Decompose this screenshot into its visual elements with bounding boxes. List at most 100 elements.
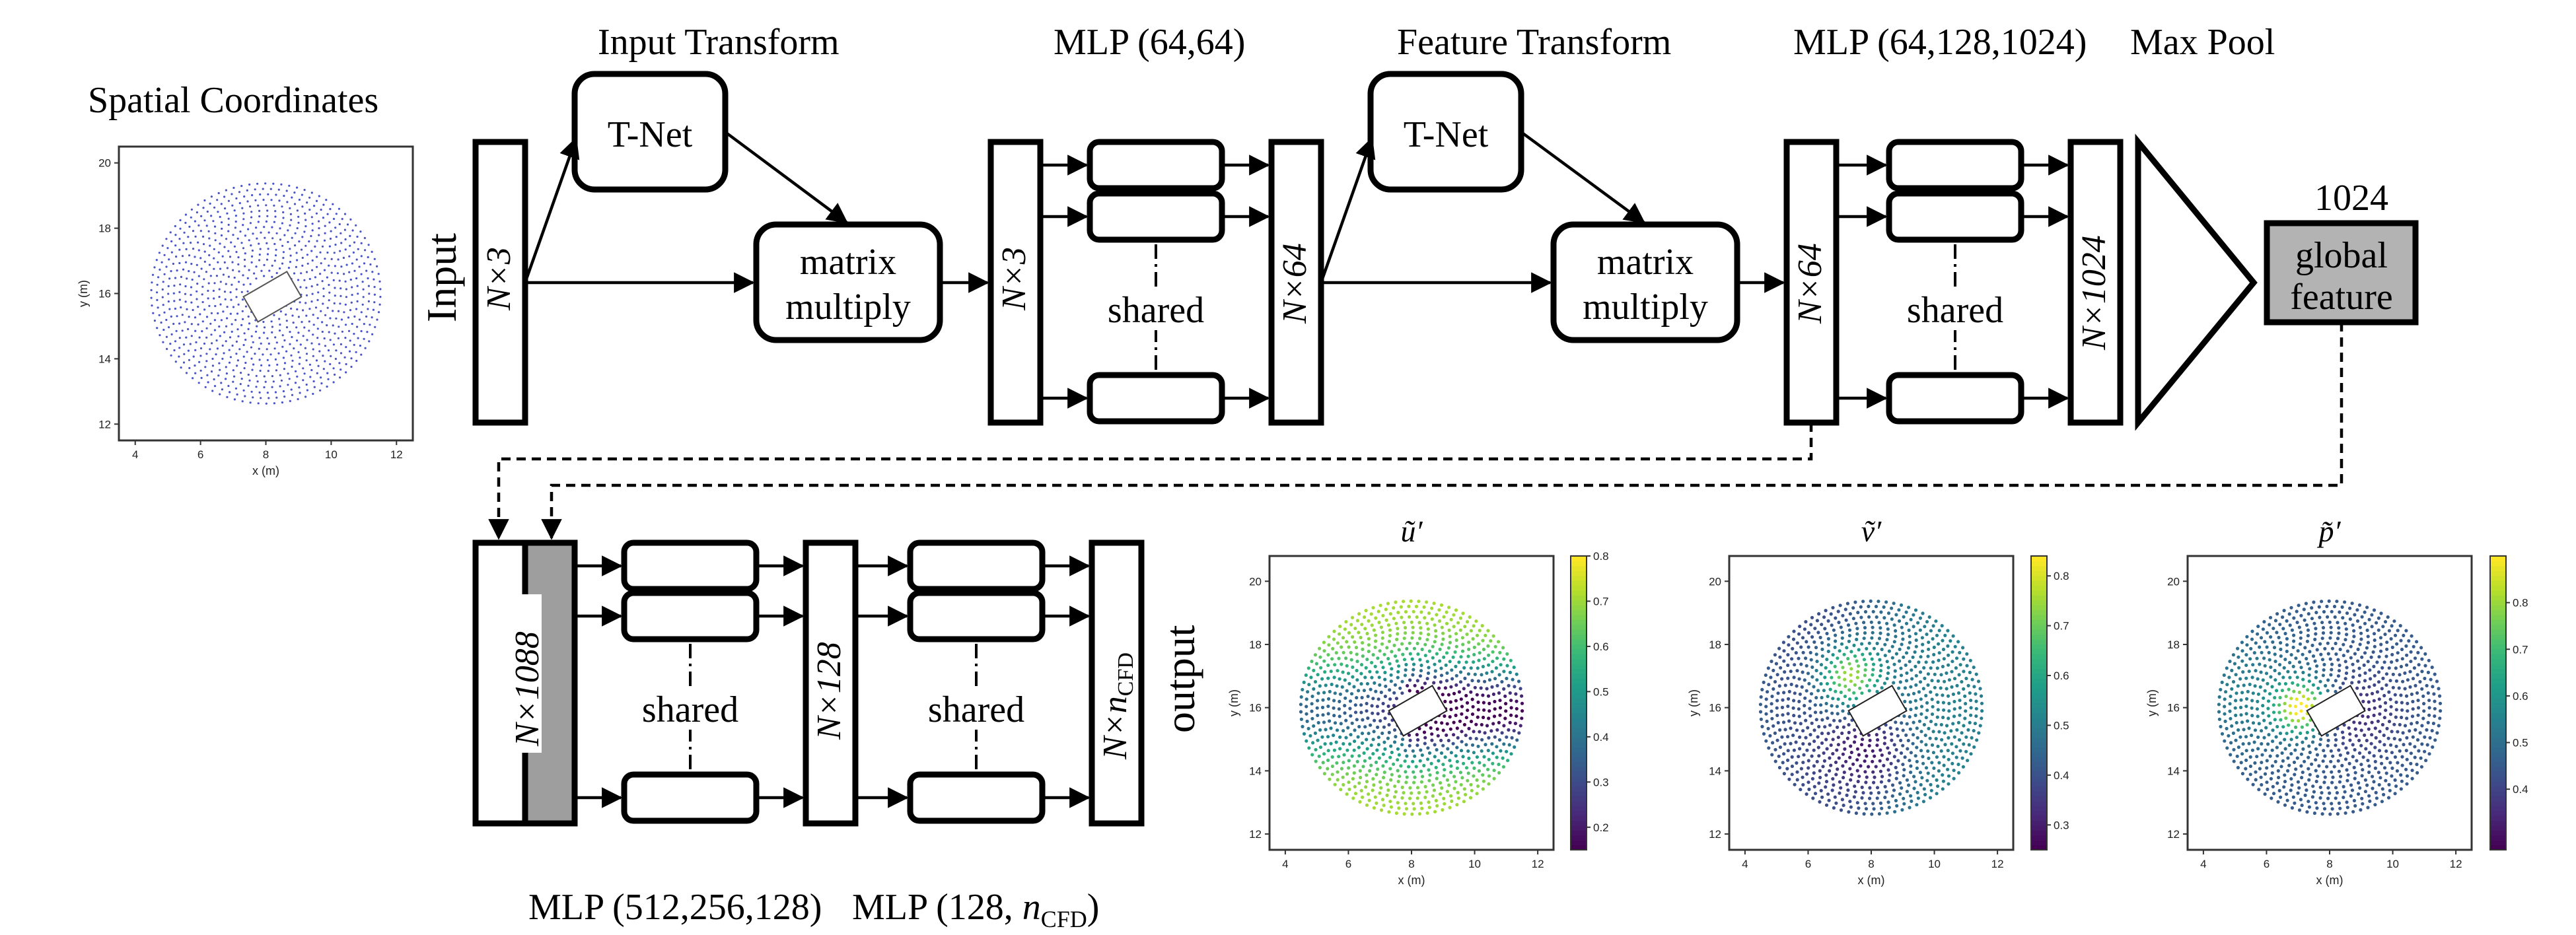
data-point xyxy=(1863,759,1867,763)
data-point xyxy=(1341,636,1345,640)
data-point xyxy=(207,381,209,384)
data-point xyxy=(1430,606,1434,610)
data-point xyxy=(1970,677,1974,681)
data-point xyxy=(2388,697,2392,701)
data-point xyxy=(2248,764,2252,769)
data-point xyxy=(1396,670,1400,674)
data-point xyxy=(2258,685,2262,689)
data-point xyxy=(2394,708,2398,712)
data-point xyxy=(255,277,258,280)
data-point xyxy=(1466,779,1470,782)
data-point xyxy=(1810,777,1814,780)
data-point xyxy=(1396,611,1400,615)
data-point xyxy=(1826,792,1830,796)
data-point xyxy=(333,252,336,254)
data-point xyxy=(1822,759,1826,763)
data-point xyxy=(2263,689,2267,693)
data-point xyxy=(1966,759,1970,763)
data-point xyxy=(2375,796,2379,800)
data-point xyxy=(1858,686,1862,690)
data-point xyxy=(1400,615,1404,619)
data-point xyxy=(2294,712,2298,716)
data-point xyxy=(302,367,304,370)
data-point xyxy=(1360,741,1365,745)
data-point xyxy=(1405,754,1409,758)
data-point xyxy=(2359,637,2363,641)
y-tick-label: 12 xyxy=(2167,828,2180,841)
data-point xyxy=(334,287,336,289)
data-point xyxy=(282,211,285,214)
data-point xyxy=(2395,658,2399,662)
data-point xyxy=(2373,638,2377,642)
data-point xyxy=(1402,637,1406,641)
data-point xyxy=(2222,673,2226,677)
data-point xyxy=(1465,620,1470,624)
data-point xyxy=(163,273,166,275)
data-point xyxy=(2393,792,2397,796)
data-point xyxy=(274,336,277,339)
x-tick-label: 10 xyxy=(2386,858,2399,870)
data-point xyxy=(368,340,371,343)
data-point xyxy=(334,265,336,267)
data-point xyxy=(2272,627,2275,631)
data-point xyxy=(1918,616,1922,620)
data-point xyxy=(1770,660,1773,664)
data-point xyxy=(316,256,318,258)
data-point xyxy=(1975,738,1979,742)
data-point xyxy=(1464,766,1469,770)
data-point xyxy=(1934,722,1938,726)
data-point xyxy=(1343,627,1347,631)
data-point xyxy=(1946,694,1950,698)
data-point xyxy=(2404,644,2408,648)
data-point xyxy=(2271,740,2275,744)
data-point xyxy=(1912,786,1916,790)
data-point xyxy=(1770,753,1774,757)
data-point xyxy=(1333,782,1337,786)
data-point xyxy=(1389,778,1393,782)
data-point xyxy=(373,301,376,304)
data-point xyxy=(2350,602,2354,606)
data-point xyxy=(1394,621,1398,625)
data-point xyxy=(1880,753,1884,757)
data-point xyxy=(1955,683,1959,687)
data-point xyxy=(1445,610,1449,614)
data-point xyxy=(2318,796,2322,800)
data-point xyxy=(1441,693,1445,697)
data-point xyxy=(2315,753,2319,757)
data-point xyxy=(1905,790,1909,794)
data-point xyxy=(1352,771,1356,775)
data-point xyxy=(1826,637,1830,641)
data-point xyxy=(1900,642,1904,646)
data-point xyxy=(2264,748,2268,752)
data-point xyxy=(205,336,208,339)
data-point xyxy=(332,381,335,384)
data-point xyxy=(343,356,346,359)
data-point xyxy=(1812,764,1816,768)
data-point xyxy=(1491,761,1495,765)
data-point xyxy=(1520,716,1524,720)
data-point xyxy=(1404,749,1408,753)
data-point xyxy=(258,347,260,350)
data-point xyxy=(2266,681,2270,685)
data-point xyxy=(1480,673,1484,677)
data-point xyxy=(1387,639,1391,643)
data-point xyxy=(256,325,258,328)
data-point xyxy=(1920,649,1925,653)
data-point xyxy=(1397,753,1401,757)
data-point xyxy=(1798,625,1802,629)
data-point xyxy=(1508,670,1512,675)
data-point xyxy=(2225,666,2229,670)
data-point xyxy=(1795,761,1799,765)
data-point xyxy=(268,231,270,234)
data-point xyxy=(2323,646,2327,651)
data-point xyxy=(1365,780,1369,784)
data-point xyxy=(1774,662,1778,666)
data-point xyxy=(1449,794,1453,798)
transformed-features-dim-label: N×64 xyxy=(1791,243,1829,324)
data-point xyxy=(2375,660,2379,664)
data-point xyxy=(314,276,316,279)
data-point xyxy=(1915,803,1919,807)
data-point xyxy=(1963,716,1967,720)
data-point xyxy=(240,372,242,374)
data-point xyxy=(2343,757,2348,761)
